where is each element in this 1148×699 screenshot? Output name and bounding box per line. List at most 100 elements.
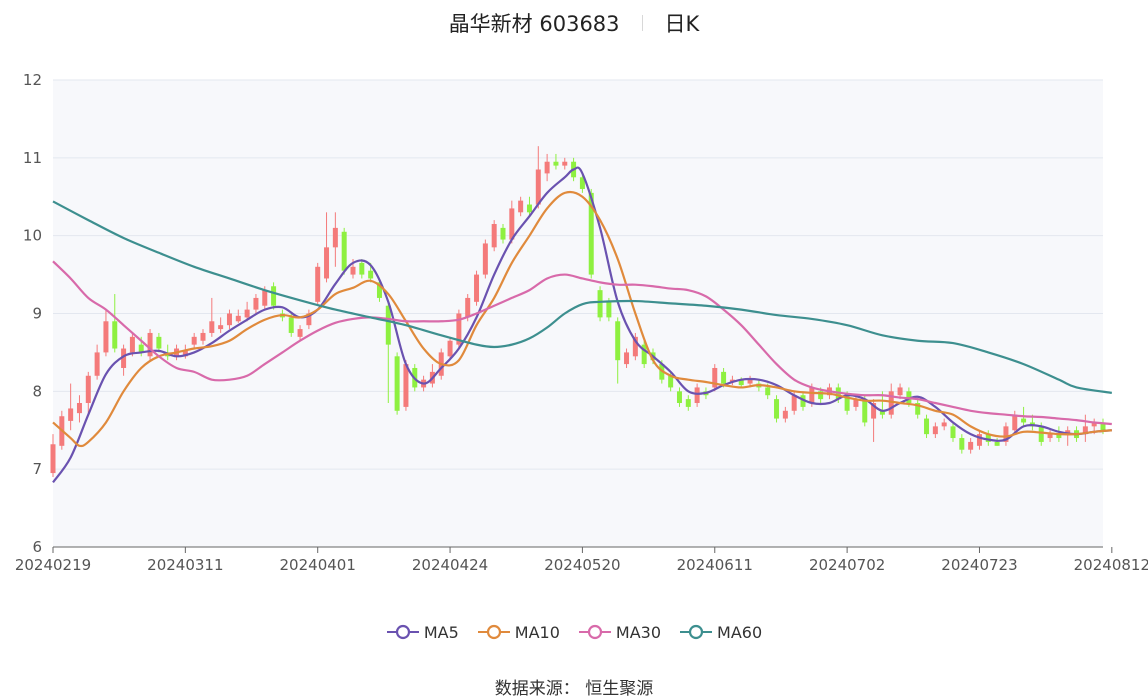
candle [474, 274, 480, 302]
candle [747, 379, 753, 384]
candle [544, 161, 550, 174]
candle [235, 315, 241, 322]
candle [588, 192, 594, 275]
candle [1091, 422, 1097, 427]
legend-item-ma5[interactable]: MA5 [386, 623, 459, 642]
legend-label: MA5 [423, 622, 459, 642]
candle [1021, 418, 1027, 423]
y-axis: 6 7 8 9 10 11 12 [23, 71, 42, 556]
x-tick-label: 20240723 [941, 556, 1017, 574]
candle [968, 441, 974, 450]
candle [685, 399, 691, 407]
candle [579, 177, 585, 189]
candle [941, 422, 947, 427]
candle [94, 352, 100, 376]
candle [359, 262, 365, 275]
candle [129, 336, 135, 353]
y-tick-label: 12 [23, 71, 42, 89]
candle [721, 371, 727, 384]
candle [862, 399, 868, 423]
candle [1012, 414, 1018, 431]
x-tick-label: 20240311 [147, 556, 223, 574]
y-tick-label: 11 [23, 149, 42, 167]
candle [200, 332, 206, 341]
candle [253, 297, 259, 310]
legend-item-ma60[interactable]: MA60 [679, 623, 762, 642]
candle [632, 336, 638, 357]
candle [491, 223, 497, 248]
candle [1003, 426, 1009, 442]
candle [818, 391, 824, 400]
candle [668, 375, 674, 388]
candle [182, 350, 188, 357]
candle [509, 208, 515, 240]
candle [500, 227, 506, 240]
y-tick-label: 8 [32, 382, 42, 400]
x-tick-label: 20240401 [280, 556, 356, 574]
candle [156, 336, 162, 349]
candle [994, 441, 1000, 446]
candle [606, 301, 612, 318]
x-tick-label: 20240219 [15, 556, 91, 574]
candle [518, 200, 524, 213]
candle [447, 340, 453, 357]
candle [800, 395, 806, 407]
ma5-line [52, 166, 1112, 484]
candle [226, 313, 232, 326]
candle [562, 161, 568, 166]
legend-label: MA60 [717, 622, 763, 642]
x-tick-label: 20240702 [809, 556, 885, 574]
candle [959, 438, 965, 450]
candle [879, 410, 885, 415]
candle [641, 344, 647, 365]
candle [1047, 434, 1053, 439]
candle [341, 231, 347, 271]
legend-item-ma30[interactable]: MA30 [578, 623, 661, 642]
candle [138, 344, 144, 353]
candle [1082, 426, 1088, 435]
candle [209, 321, 215, 333]
candle [288, 317, 294, 333]
legend-marker-icon [386, 624, 419, 640]
legend-marker-icon [477, 624, 510, 640]
candle [844, 395, 850, 411]
candle [782, 410, 788, 419]
candle [615, 321, 621, 361]
candle [597, 290, 603, 318]
candle [147, 332, 153, 357]
candle [332, 227, 338, 248]
candle [85, 375, 91, 404]
x-tick-label: 20240520 [544, 556, 620, 574]
candle [385, 305, 391, 345]
legend-label: MA10 [514, 622, 560, 642]
candle [932, 426, 938, 435]
candle [297, 329, 303, 337]
candle [368, 270, 374, 279]
candle [1065, 430, 1071, 435]
legend-item-ma10[interactable]: MA10 [477, 623, 560, 642]
y-tick-label: 7 [32, 460, 42, 478]
chart-title: 晶华新材 603683 日K [0, 8, 1148, 38]
candle [456, 313, 462, 345]
y-tick-label: 9 [32, 305, 42, 323]
candle [306, 313, 312, 326]
candle [1100, 422, 1106, 431]
candle [112, 321, 118, 349]
x-tick-label: 20240424 [412, 556, 488, 574]
x-tick-label: 20240812 [1074, 556, 1148, 574]
candle [888, 391, 894, 415]
candle [950, 426, 956, 439]
ma60-line [52, 200, 1112, 394]
y-tick-label: 6 [32, 538, 42, 556]
candle [103, 321, 109, 353]
candle [324, 247, 330, 279]
candle [244, 309, 250, 318]
candle [218, 325, 224, 330]
candle [121, 348, 127, 368]
candle [676, 391, 682, 404]
legend: MA5 MA10 MA30 MA60 [0, 620, 1148, 644]
candle [350, 266, 356, 275]
candle [765, 387, 771, 396]
candle [871, 403, 877, 419]
